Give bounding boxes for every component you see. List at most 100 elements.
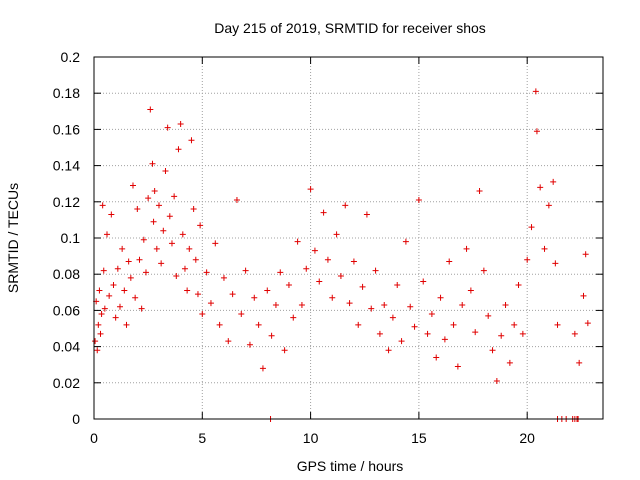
- y-tick-label: 0.06: [53, 302, 80, 318]
- data-point: [489, 347, 496, 354]
- y-tick-label: 0.02: [53, 375, 80, 391]
- data-point: [545, 202, 552, 209]
- data-point: [355, 321, 362, 328]
- data-point: [506, 359, 513, 366]
- data-point: [207, 300, 214, 307]
- data-point: [437, 294, 444, 301]
- data-point: [151, 187, 158, 194]
- data-point: [212, 240, 219, 247]
- data-point: [407, 303, 414, 310]
- data-point: [576, 359, 583, 366]
- data-point: [285, 282, 292, 289]
- data-point: [320, 209, 327, 216]
- data-point: [175, 146, 182, 153]
- data-point: [359, 283, 366, 290]
- y-tick-label: 0.18: [53, 85, 80, 101]
- data-point: [164, 124, 171, 131]
- data-point: [441, 336, 448, 343]
- data-point: [179, 231, 186, 238]
- axis-ticks: 0 0.02 0.04 0.06 0.08 0.1 0.12 0.14 0.16 0.18 0.2 0…: [53, 49, 603, 446]
- data-point: [149, 160, 156, 167]
- data-point: [197, 222, 204, 229]
- data-point: [188, 137, 195, 144]
- data-point: [415, 196, 422, 203]
- data-point: [238, 311, 245, 318]
- y-tick-label: 0.14: [53, 158, 80, 174]
- data-point: [162, 168, 169, 175]
- data-point: [571, 330, 578, 337]
- data-point: [134, 206, 141, 213]
- data-point: [476, 187, 483, 194]
- data-point: [298, 301, 305, 308]
- data-point: [119, 245, 126, 252]
- data-point: [125, 258, 132, 265]
- data-point: [277, 269, 284, 276]
- data-point: [259, 365, 266, 372]
- data-point: [480, 267, 487, 274]
- data-point: [142, 269, 149, 276]
- data-point: [281, 347, 288, 354]
- data-point: [368, 305, 375, 312]
- data-point: [528, 224, 535, 231]
- data-point: [110, 282, 117, 289]
- data-point: [329, 294, 336, 301]
- data-point: [580, 292, 587, 299]
- data-point: [385, 347, 392, 354]
- data-point: [123, 321, 130, 328]
- data-point: [346, 300, 353, 307]
- data-point: [342, 202, 349, 209]
- data-point: [485, 312, 492, 319]
- data-point: [173, 273, 180, 280]
- data-point: [153, 245, 160, 252]
- y-tick-label: 0.04: [53, 339, 80, 355]
- y-tick-label: 0.16: [53, 121, 80, 137]
- x-tick-label: 20: [519, 430, 535, 446]
- data-point: [106, 292, 113, 299]
- data-point: [420, 278, 427, 285]
- data-point: [450, 321, 457, 328]
- x-axis-label: GPS time / hours: [297, 458, 404, 474]
- data-point: [108, 211, 115, 218]
- data-point: [493, 377, 500, 384]
- data-point: [264, 287, 271, 294]
- data-point: [168, 240, 175, 247]
- data-point: [103, 231, 110, 238]
- data-point: [98, 311, 105, 318]
- data-point: [433, 354, 440, 361]
- data-point: [147, 106, 154, 113]
- data-point: [121, 287, 128, 294]
- data-point: [199, 311, 206, 318]
- data-point: [515, 282, 522, 289]
- data-point: [541, 245, 548, 252]
- y-tick-label: 0.12: [53, 194, 80, 210]
- x-tick-label: 15: [411, 430, 427, 446]
- data-point: [290, 314, 297, 321]
- data-point: [272, 301, 279, 308]
- data-point: [158, 260, 165, 267]
- data-point: [96, 287, 103, 294]
- data-point: [160, 227, 167, 234]
- data-point: [552, 260, 559, 267]
- data-point: [316, 278, 323, 285]
- data-point: [138, 305, 145, 312]
- data-point: [99, 202, 106, 209]
- data-point: [95, 321, 102, 328]
- data-point: [502, 301, 509, 308]
- data-point: [229, 291, 236, 298]
- data-point: [150, 218, 157, 225]
- data-point: [303, 265, 310, 272]
- data-point: [216, 321, 223, 328]
- data-point: [140, 236, 147, 243]
- data-point: [145, 195, 152, 202]
- data-point: [129, 182, 136, 189]
- data-point: [220, 274, 227, 281]
- y-tick-label: 0.1: [61, 230, 81, 246]
- data-point: [155, 202, 162, 209]
- data-point: [411, 323, 418, 330]
- data-point: [177, 120, 184, 127]
- data-point: [337, 273, 344, 280]
- data-point: [428, 311, 435, 318]
- data-point: [554, 321, 561, 328]
- data-point: [194, 291, 201, 298]
- data-point: [268, 332, 275, 339]
